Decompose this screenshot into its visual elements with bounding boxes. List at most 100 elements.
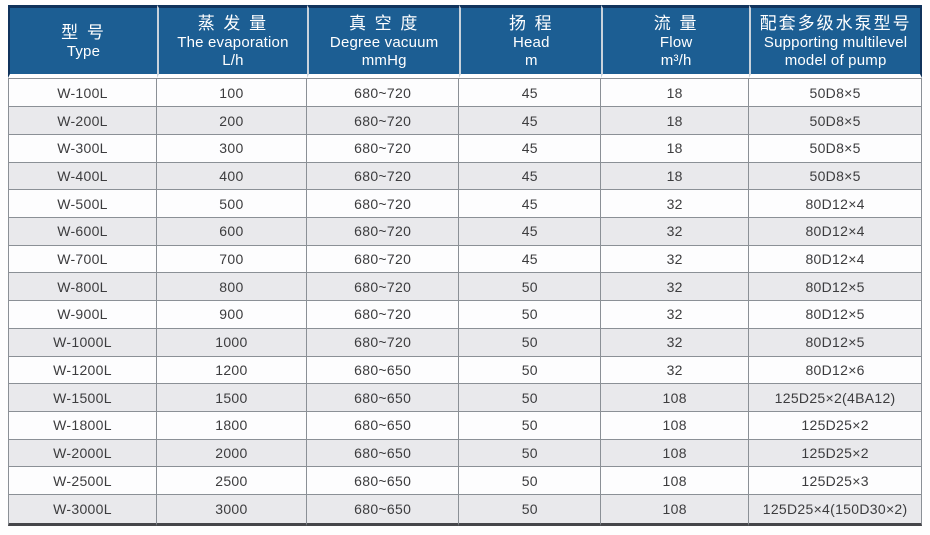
- cell-pump-model: 80D12×4: [749, 190, 922, 219]
- header-unit-flow: m³/h: [660, 51, 692, 69]
- cell-head: 50: [459, 411, 602, 440]
- cell-vacuum: 680~720: [306, 245, 460, 274]
- table-row: W-800L 800 680~720 50 32 80D12×5: [8, 273, 922, 302]
- cell-head: 50: [459, 273, 602, 302]
- cell-evaporation: 300: [156, 135, 307, 163]
- cell-vacuum: 680~650: [306, 356, 460, 385]
- cell-pump-model: 125D25×4(150D30×2): [749, 494, 922, 526]
- cell-pump-model: 125D25×2: [749, 439, 922, 468]
- cell-evaporation: 800: [156, 273, 307, 302]
- cell-pump-model: 80D12×6: [749, 356, 922, 385]
- cell-type: W-1200L: [8, 356, 157, 385]
- table-row: W-1000L 1000 680~720 50 32 80D12×5: [8, 328, 922, 357]
- cell-head: 45: [459, 190, 602, 219]
- cell-evaporation: 1500: [156, 384, 307, 412]
- cell-vacuum: 680~720: [306, 218, 460, 246]
- table-row: W-400L 400 680~720 45 18 50D8×5: [8, 162, 922, 191]
- cell-type: W-800L: [8, 273, 157, 302]
- cell-flow: 32: [601, 301, 750, 329]
- table-row: W-2500L 2500 680~650 50 108 125D25×3: [8, 467, 922, 495]
- cell-flow: 32: [601, 190, 750, 219]
- cell-head: 45: [459, 218, 602, 246]
- cell-pump-model: 50D8×5: [749, 162, 922, 191]
- cell-flow: 32: [601, 245, 750, 274]
- cell-head: 45: [459, 107, 602, 135]
- header-row: 型 号 Type 蒸 发 量 The evaporation L/h 真 空 度…: [8, 5, 922, 78]
- header-en-pump-model: Supporting multilevel: [763, 34, 908, 52]
- cell-flow: 18: [601, 78, 750, 108]
- cell-pump-model: 80D12×4: [749, 245, 922, 274]
- cell-evaporation: 2000: [156, 439, 307, 468]
- header-en-vacuum: Degree vacuum: [329, 34, 439, 52]
- table-row: W-1200L 1200 680~650 50 32 80D12×6: [8, 356, 922, 385]
- table-header: 型 号 Type 蒸 发 量 The evaporation L/h 真 空 度…: [8, 5, 922, 78]
- cell-head: 50: [459, 356, 602, 385]
- cell-head: 45: [459, 135, 602, 163]
- header-en-evaporation: The evaporation: [177, 34, 289, 52]
- cell-vacuum: 680~720: [306, 162, 460, 191]
- cell-vacuum: 680~720: [306, 78, 460, 108]
- cell-vacuum: 680~720: [306, 273, 460, 302]
- cell-vacuum: 680~650: [306, 439, 460, 468]
- table-row: W-900L 900 680~720 50 32 80D12×5: [8, 301, 922, 329]
- cell-head: 50: [459, 384, 602, 412]
- cell-type: W-500L: [8, 190, 157, 219]
- header-unit-evaporation: L/h: [222, 51, 244, 69]
- cell-type: W-300L: [8, 135, 157, 163]
- cell-evaporation: 100: [156, 78, 307, 108]
- cell-pump-model: 125D25×2: [749, 411, 922, 440]
- cell-vacuum: 680~650: [306, 384, 460, 412]
- cell-head: 50: [459, 467, 602, 495]
- cell-evaporation: 1200: [156, 356, 307, 385]
- cell-pump-model: 80D12×5: [749, 328, 922, 357]
- cell-type: W-700L: [8, 245, 157, 274]
- cell-flow: 108: [601, 439, 750, 468]
- cell-head: 50: [459, 494, 602, 526]
- table-row: W-1800L 1800 680~650 50 108 125D25×2: [8, 411, 922, 440]
- table-row: W-500L 500 680~720 45 32 80D12×4: [8, 190, 922, 219]
- cell-flow: 32: [601, 218, 750, 246]
- header-zh-flow: 流 量: [653, 14, 699, 34]
- cell-type: W-1800L: [8, 411, 157, 440]
- cell-evaporation: 200: [156, 107, 307, 135]
- cell-flow: 32: [601, 328, 750, 357]
- table-row: W-600L 600 680~720 45 32 80D12×4: [8, 218, 922, 246]
- pump-spec-table: 型 号 Type 蒸 发 量 The evaporation L/h 真 空 度…: [8, 5, 922, 526]
- cell-evaporation: 1000: [156, 328, 307, 357]
- cell-flow: 18: [601, 135, 750, 163]
- cell-vacuum: 680~720: [306, 301, 460, 329]
- cell-pump-model: 50D8×5: [749, 135, 922, 163]
- cell-vacuum: 680~720: [306, 190, 460, 219]
- cell-head: 50: [459, 301, 602, 329]
- header-unit-pump-model: model of pump: [784, 51, 887, 69]
- cell-pump-model: 50D8×5: [749, 107, 922, 135]
- column-header-pump-model: 配套多级水泵型号 Supporting multilevel model of …: [749, 5, 922, 78]
- cell-flow: 108: [601, 494, 750, 526]
- cell-pump-model: 80D12×5: [749, 273, 922, 302]
- cell-flow: 18: [601, 162, 750, 191]
- header-unit-head: m: [524, 51, 538, 69]
- cell-head: 45: [459, 78, 602, 108]
- cell-pump-model: 125D25×3: [749, 467, 922, 495]
- cell-vacuum: 680~650: [306, 411, 460, 440]
- cell-pump-model: 50D8×5: [749, 78, 922, 108]
- cell-type: W-400L: [8, 162, 157, 191]
- cell-flow: 108: [601, 411, 750, 440]
- cell-type: W-900L: [8, 301, 157, 329]
- table-body: W-100L 100 680~720 45 18 50D8×5 W-200L 200 680~7…: [8, 78, 922, 526]
- cell-flow: 32: [601, 273, 750, 302]
- cell-type: W-200L: [8, 107, 157, 135]
- cell-head: 45: [459, 245, 602, 274]
- cell-vacuum: 680~650: [306, 494, 460, 526]
- cell-evaporation: 600: [156, 218, 307, 246]
- cell-flow: 108: [601, 384, 750, 412]
- cell-type: W-1500L: [8, 384, 157, 412]
- cell-evaporation: 700: [156, 245, 307, 274]
- cell-flow: 108: [601, 467, 750, 495]
- header-en-flow: Flow: [659, 34, 693, 52]
- cell-vacuum: 680~650: [306, 467, 460, 495]
- cell-evaporation: 1800: [156, 411, 307, 440]
- cell-evaporation: 2500: [156, 467, 307, 495]
- cell-pump-model: 125D25×2(4BA12): [749, 384, 922, 412]
- table-row: W-3000L 3000 680~650 50 108 125D25×4(150D30×2…: [8, 494, 922, 526]
